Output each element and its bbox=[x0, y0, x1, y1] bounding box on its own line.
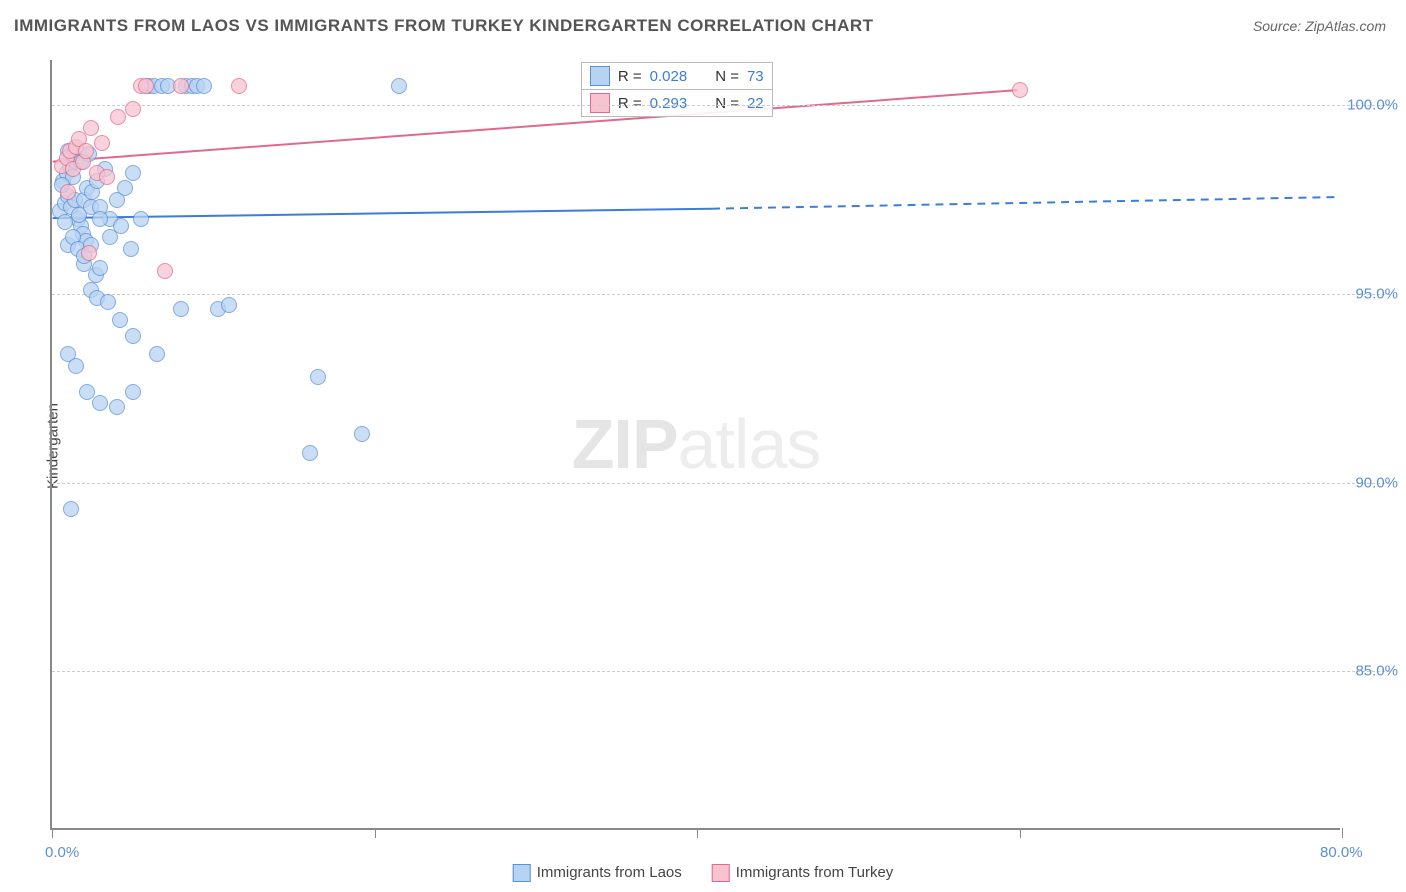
data-point bbox=[125, 101, 141, 117]
source-label: Source: ZipAtlas.com bbox=[1253, 18, 1386, 34]
trend-lines bbox=[52, 60, 1340, 828]
x-axis-min-label: 0.0% bbox=[45, 844, 79, 861]
legend: Immigrants from Laos Immigrants from Turk… bbox=[513, 864, 894, 882]
data-point bbox=[117, 180, 133, 196]
stats-row: R =0.293N =22 bbox=[581, 90, 773, 117]
x-tick bbox=[697, 828, 698, 838]
data-point bbox=[221, 297, 237, 313]
data-point bbox=[138, 78, 154, 94]
stats-box: R =0.028N =73R =0.293N =22 bbox=[581, 62, 773, 117]
legend-swatch bbox=[712, 864, 730, 882]
y-tick-label: 85.0% bbox=[1355, 663, 1398, 680]
data-point bbox=[71, 207, 87, 223]
data-point bbox=[81, 245, 97, 261]
data-point bbox=[123, 241, 139, 257]
data-point bbox=[57, 214, 73, 230]
legend-swatch bbox=[590, 93, 610, 113]
data-point bbox=[196, 78, 212, 94]
data-point bbox=[99, 169, 115, 185]
data-point bbox=[112, 312, 128, 328]
data-point bbox=[92, 211, 108, 227]
plot-area: ZIPatlas R =0.028N =73R =0.293N =22 bbox=[50, 60, 1340, 830]
data-point bbox=[310, 369, 326, 385]
gridline bbox=[52, 483, 1390, 484]
data-point bbox=[391, 78, 407, 94]
chart-title: IMMIGRANTS FROM LAOS VS IMMIGRANTS FROM … bbox=[14, 16, 874, 36]
data-point bbox=[110, 109, 126, 125]
legend-swatch bbox=[513, 864, 531, 882]
data-point bbox=[113, 218, 129, 234]
data-point bbox=[125, 384, 141, 400]
data-point bbox=[133, 211, 149, 227]
legend-item: Immigrants from Laos bbox=[513, 864, 682, 882]
data-point bbox=[92, 260, 108, 276]
data-point bbox=[94, 135, 110, 151]
y-tick-label: 100.0% bbox=[1347, 97, 1398, 114]
data-point bbox=[68, 358, 84, 374]
legend-label: Immigrants from Laos bbox=[537, 864, 682, 881]
x-tick bbox=[52, 828, 53, 838]
data-point bbox=[173, 301, 189, 317]
legend-swatch bbox=[590, 66, 610, 86]
data-point bbox=[1012, 82, 1028, 98]
gridline bbox=[52, 671, 1390, 672]
gridline bbox=[52, 294, 1390, 295]
data-point bbox=[149, 346, 165, 362]
y-tick-label: 90.0% bbox=[1355, 474, 1398, 491]
x-axis-max-label: 80.0% bbox=[1320, 844, 1363, 861]
data-point bbox=[125, 328, 141, 344]
legend-label: Immigrants from Turkey bbox=[736, 864, 894, 881]
x-tick bbox=[1342, 828, 1343, 838]
data-point bbox=[63, 501, 79, 517]
data-point bbox=[302, 445, 318, 461]
data-point bbox=[100, 294, 116, 310]
data-point bbox=[173, 78, 189, 94]
data-point bbox=[78, 143, 94, 159]
y-tick-label: 95.0% bbox=[1355, 286, 1398, 303]
data-point bbox=[109, 399, 125, 415]
data-point bbox=[125, 165, 141, 181]
data-point bbox=[92, 395, 108, 411]
data-point bbox=[83, 120, 99, 136]
x-tick bbox=[1020, 828, 1021, 838]
watermark: ZIPatlas bbox=[572, 404, 821, 484]
x-tick bbox=[375, 828, 376, 838]
data-point bbox=[231, 78, 247, 94]
legend-item: Immigrants from Turkey bbox=[712, 864, 894, 882]
data-point bbox=[157, 263, 173, 279]
stats-row: R =0.028N =73 bbox=[581, 62, 773, 90]
gridline bbox=[52, 105, 1390, 106]
data-point bbox=[354, 426, 370, 442]
data-point bbox=[60, 184, 76, 200]
